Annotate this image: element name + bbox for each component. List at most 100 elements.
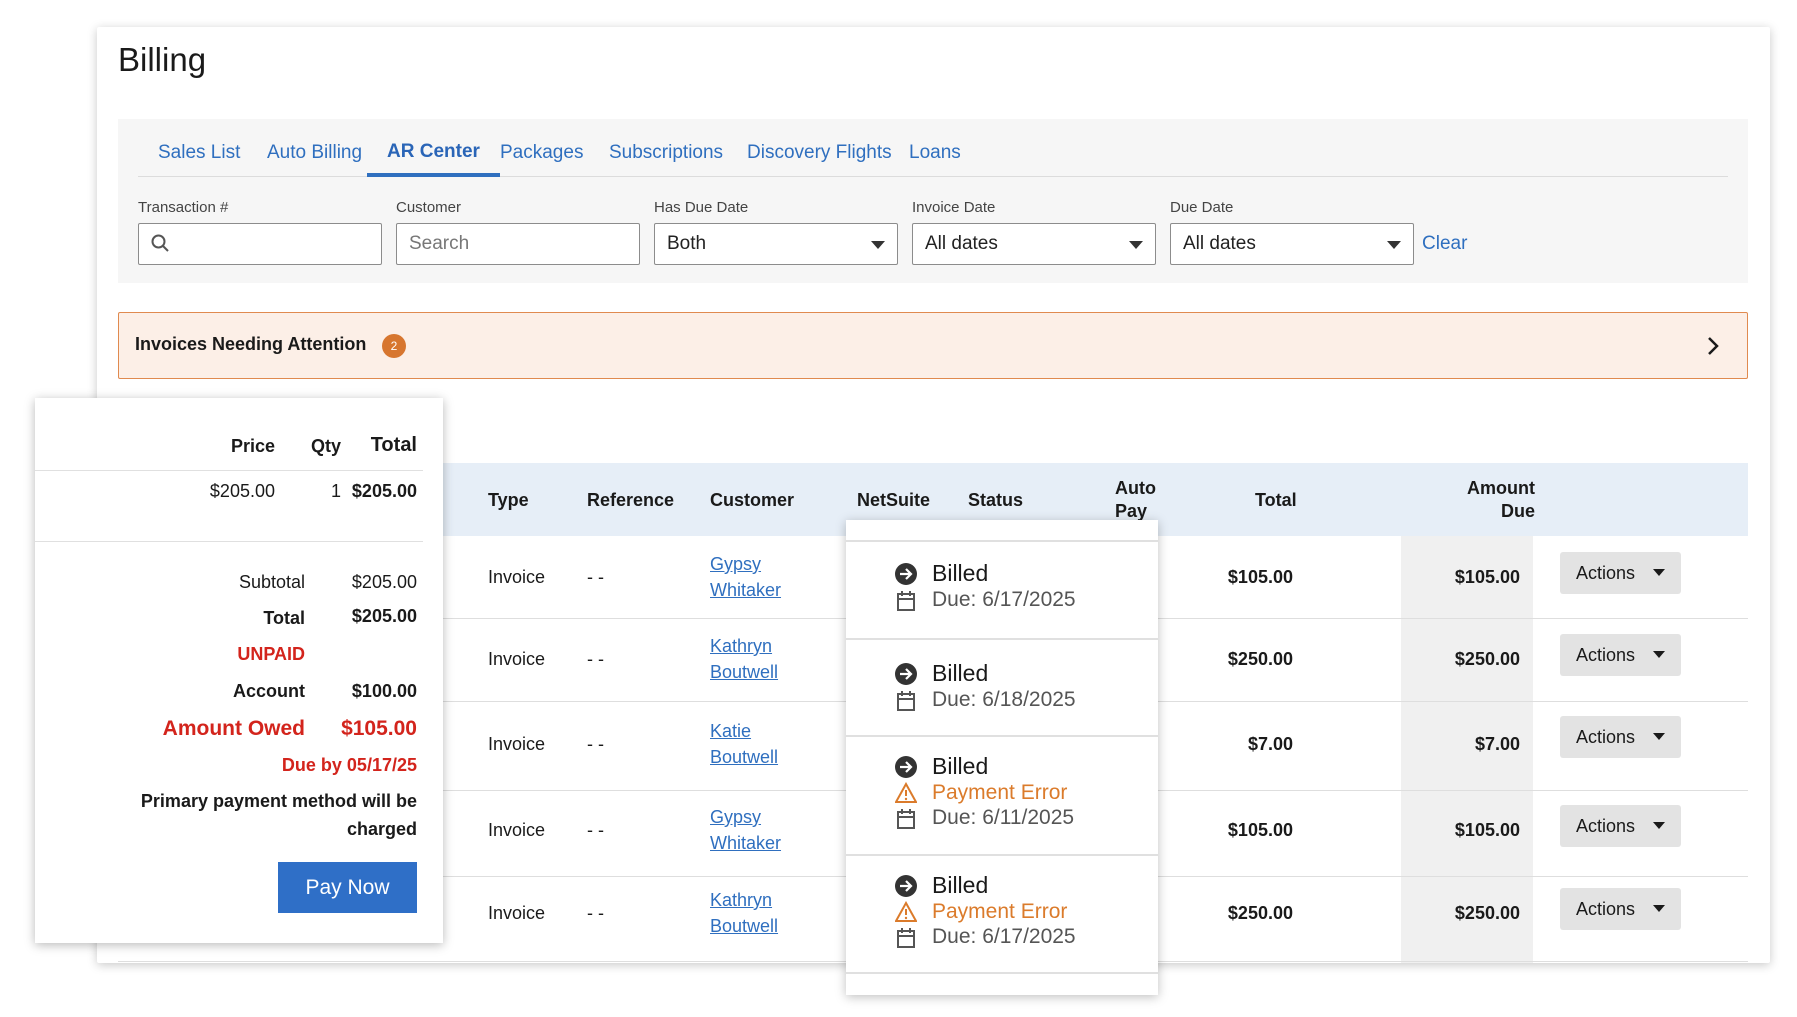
row-reference: - - <box>587 649 604 669</box>
customer-search-input[interactable]: Search <box>396 223 640 265</box>
actions-button[interactable]: Actions <box>1560 552 1681 594</box>
divider <box>35 470 423 471</box>
filter-has-due-date: Has Due Date Both <box>654 199 898 265</box>
status-due: Due: 6/17/2025 <box>932 925 1076 948</box>
payment-status: UNPAID <box>237 644 305 664</box>
tab-discovery-flights[interactable]: Discovery Flights <box>747 142 892 163</box>
header-total: Total <box>370 434 417 456</box>
warning-icon <box>895 782 917 803</box>
due-date-select[interactable]: All dates <box>1170 223 1414 265</box>
total-value: $205.00 <box>351 606 417 626</box>
caret-down-icon <box>1387 241 1401 249</box>
caret-down-icon <box>1653 651 1665 658</box>
pay-now-button[interactable]: Pay Now <box>278 862 417 913</box>
row-reference: - - <box>587 567 604 587</box>
status-item: Billed Due: 6/18/2025 <box>846 638 1158 735</box>
calendar-icon <box>897 928 915 948</box>
status-state: Billed <box>932 560 989 586</box>
row-type: Invoice <box>488 903 546 923</box>
calendar-icon <box>897 591 915 611</box>
status-item: Billed Payment Error Due: 6/11/2025 <box>846 735 1158 854</box>
row-type: Invoice <box>488 820 546 840</box>
row-reference: - - <box>587 903 604 923</box>
header-price: Price <box>230 436 275 456</box>
header-qty: Qty <box>310 436 341 456</box>
due-date-value: All dates <box>1183 233 1256 254</box>
invoices-needing-attention-bar[interactable]: Invoices Needing Attention 2 <box>118 312 1748 379</box>
amount-due-column-bg <box>1401 536 1533 963</box>
caret-down-icon <box>1653 569 1665 576</box>
arrow-right-circle-icon <box>895 875 917 897</box>
header-status: Status <box>968 490 1024 510</box>
clear-filters-link[interactable]: Clear <box>1422 233 1468 254</box>
arrow-right-circle-icon <box>895 563 917 585</box>
filter-invoice-date: Invoice Date All dates <box>912 199 1156 265</box>
search-icon <box>151 234 169 252</box>
status-popup: Billed Due: 6/17/2025 Billed Due: 6/18/2… <box>846 520 1158 995</box>
tab-packages[interactable]: Packages <box>500 142 584 163</box>
status-item: Billed Payment Error Due: 6/17/2025 <box>846 854 1158 974</box>
transaction-input[interactable] <box>138 223 382 265</box>
filter-customer: Customer Search <box>396 199 640 265</box>
status-error: Payment Error <box>932 781 1068 804</box>
row-total: $105.00 <box>1227 820 1293 840</box>
arrow-right-circle-icon <box>895 663 917 685</box>
header-amount-due-line2: Due <box>1500 501 1535 521</box>
row-type: Invoice <box>488 567 546 587</box>
subtotal-label: Subtotal <box>238 572 305 592</box>
header-type: Type <box>488 490 529 510</box>
has-due-date-select[interactable]: Both <box>654 223 898 265</box>
tab-loans[interactable]: Loans <box>909 142 961 163</box>
divider <box>35 541 423 542</box>
payment-note: Primary payment method will be <box>140 791 417 811</box>
line-total: $205.00 <box>351 481 417 501</box>
status-error: Payment Error <box>932 900 1068 923</box>
calendar-icon <box>897 809 915 829</box>
status-due: Due: 6/17/2025 <box>932 588 1076 611</box>
tab-ar-center[interactable]: AR Center <box>367 119 500 177</box>
filter-transaction: Transaction # <box>138 199 382 265</box>
row-amount-due: $105.00 <box>1454 820 1520 840</box>
customer-link[interactable]: Kathryn Boutwell <box>710 890 779 936</box>
invoice-date-value: All dates <box>925 233 998 254</box>
page-title: Billing <box>118 41 207 78</box>
filter-due-date: Due Date All dates <box>1170 199 1414 265</box>
actions-button[interactable]: Actions <box>1560 716 1681 758</box>
tab-auto-billing[interactable]: Auto Billing <box>267 142 363 163</box>
status-state: Billed <box>932 872 989 898</box>
payment-note-line2: charged <box>346 819 417 839</box>
attention-label: Invoices Needing Attention <box>135 334 367 354</box>
subtotal-value: $205.00 <box>351 572 417 592</box>
row-type: Invoice <box>488 734 546 754</box>
row-total: $250.00 <box>1227 649 1293 669</box>
invoice-date-select[interactable]: All dates <box>912 223 1156 265</box>
row-amount-due: $7.00 <box>1474 734 1520 754</box>
attention-count-badge: 2 <box>382 334 406 358</box>
row-total: $250.00 <box>1227 903 1293 923</box>
account-label: Account <box>233 681 305 701</box>
tab-bar: Sales List Auto Billing AR Center Packag… <box>138 119 1728 177</box>
filter-panel: Sales List Auto Billing AR Center Packag… <box>118 119 1748 283</box>
actions-button[interactable]: Actions <box>1560 888 1681 930</box>
header-auto-pay-line2: Pay <box>1115 501 1148 521</box>
due-by: Due by 05/17/25 <box>281 755 417 775</box>
total-label: Total <box>263 608 305 628</box>
header-amount-due: Amount <box>1467 478 1535 498</box>
customer-link[interactable]: Gypsy Whitaker <box>710 807 782 853</box>
header-customer: Customer <box>710 490 795 510</box>
customer-link[interactable]: Gypsy Whitaker <box>710 554 782 600</box>
customer-link[interactable]: Katie Boutwell <box>710 721 779 767</box>
status-state: Billed <box>932 660 989 686</box>
calendar-icon <box>897 691 915 711</box>
tab-sales-list[interactable]: Sales List <box>158 142 241 163</box>
customer-link[interactable]: Kathryn Boutwell <box>710 636 779 682</box>
actions-button[interactable]: Actions <box>1560 805 1681 847</box>
invoice-date-label: Invoice Date <box>912 199 996 216</box>
actions-button[interactable]: Actions <box>1560 634 1681 676</box>
row-total: $7.00 <box>1247 734 1293 754</box>
transaction-label: Transaction # <box>138 199 229 216</box>
row-amount-due: $250.00 <box>1454 903 1520 923</box>
row-reference: - - <box>587 734 604 754</box>
row-type: Invoice <box>488 649 546 669</box>
tab-subscriptions[interactable]: Subscriptions <box>609 142 724 163</box>
